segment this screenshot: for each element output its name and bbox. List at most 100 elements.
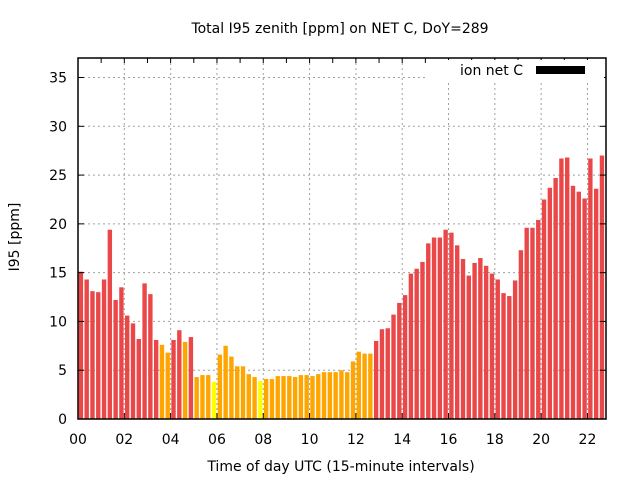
x-tick-label: 20	[532, 432, 550, 448]
bar	[90, 291, 95, 419]
x-tick-label: 02	[115, 432, 133, 448]
y-tick-label: 5	[58, 363, 67, 379]
bar	[408, 273, 414, 419]
bar	[287, 376, 292, 419]
bar	[547, 187, 553, 419]
bar	[281, 376, 286, 419]
bar	[466, 275, 471, 419]
bar	[182, 341, 188, 419]
bar	[316, 374, 321, 419]
bar	[536, 219, 541, 419]
bar	[263, 378, 269, 419]
legend-background	[428, 60, 604, 80]
bar	[78, 271, 84, 419]
bar	[449, 232, 454, 419]
y-tick-label: 15	[49, 266, 67, 282]
bar	[495, 279, 500, 419]
bar	[379, 329, 385, 419]
bar	[275, 376, 280, 419]
bar	[397, 302, 402, 419]
bar	[125, 315, 130, 419]
bar	[298, 375, 304, 419]
bar	[368, 353, 373, 419]
bar	[148, 294, 153, 419]
bar	[194, 377, 199, 419]
x-tick-label: 12	[347, 432, 365, 448]
bar	[240, 366, 246, 419]
bar	[229, 356, 234, 419]
bar	[576, 191, 581, 419]
bar	[559, 158, 564, 419]
bar	[385, 328, 390, 419]
x-axis-label: Time of day UTC (15-minute intervals)	[206, 459, 474, 475]
bar	[333, 372, 338, 419]
bar	[518, 250, 524, 419]
x-tick-label: 18	[486, 432, 504, 448]
bar	[321, 372, 327, 419]
bar	[345, 372, 350, 419]
bar	[130, 323, 136, 419]
bar	[188, 337, 194, 419]
bar	[252, 377, 257, 419]
bar	[420, 261, 425, 419]
x-tick-label: 22	[579, 432, 597, 448]
bar	[426, 243, 431, 419]
bar	[530, 227, 535, 419]
bar	[582, 198, 587, 419]
bar	[483, 265, 489, 419]
bar	[235, 366, 240, 419]
chart-title: Total I95 zenith [ppm] on NET C, DoY=289	[190, 21, 488, 37]
bar	[599, 155, 605, 419]
bar	[292, 377, 298, 419]
bar	[460, 258, 466, 419]
bar	[443, 229, 448, 419]
bar	[472, 262, 477, 419]
bar	[437, 237, 443, 419]
plot-frame	[77, 57, 607, 420]
bar	[96, 292, 101, 419]
y-axis-label: I95 [ppm]	[7, 203, 23, 272]
bar	[101, 279, 107, 419]
bar	[373, 340, 379, 419]
bar	[177, 330, 182, 419]
x-tick-label: 06	[208, 432, 226, 448]
bar	[165, 352, 170, 419]
y-tick-label: 35	[49, 71, 67, 87]
bar	[304, 375, 309, 419]
bar	[200, 375, 205, 419]
legend-label: ion net C	[460, 63, 523, 79]
x-tick-label: 00	[69, 432, 87, 448]
bar	[339, 370, 344, 419]
bar	[593, 188, 599, 419]
bar	[402, 295, 408, 419]
y-tick-label: 30	[49, 119, 67, 135]
bar	[310, 376, 315, 419]
bar	[84, 279, 89, 419]
tick-labels: 0 5 10 15 20 25 30 35 00 02 04 06 08 10 12 14 16 18 20 22	[49, 71, 596, 448]
bar	[246, 374, 251, 419]
bar	[107, 229, 113, 419]
x-tick-label: 14	[393, 432, 411, 448]
bar	[565, 157, 570, 419]
bar	[136, 338, 141, 419]
bar	[356, 351, 361, 419]
bar	[414, 268, 419, 419]
y-tick-label: 20	[49, 217, 67, 233]
bar	[159, 344, 165, 419]
bar	[217, 354, 223, 419]
bar	[113, 299, 118, 419]
bars	[78, 155, 606, 419]
legend-swatch	[536, 66, 585, 74]
axes	[77, 57, 607, 420]
x-tick-label: 04	[162, 432, 180, 448]
bar	[524, 227, 529, 419]
bar	[431, 237, 437, 419]
bar	[553, 178, 558, 419]
y-tick-label: 0	[58, 412, 67, 428]
x-tick-label: 08	[254, 432, 272, 448]
bar	[258, 380, 263, 419]
bar	[489, 273, 495, 419]
bar	[512, 280, 518, 419]
legend: ion net C	[428, 60, 604, 80]
